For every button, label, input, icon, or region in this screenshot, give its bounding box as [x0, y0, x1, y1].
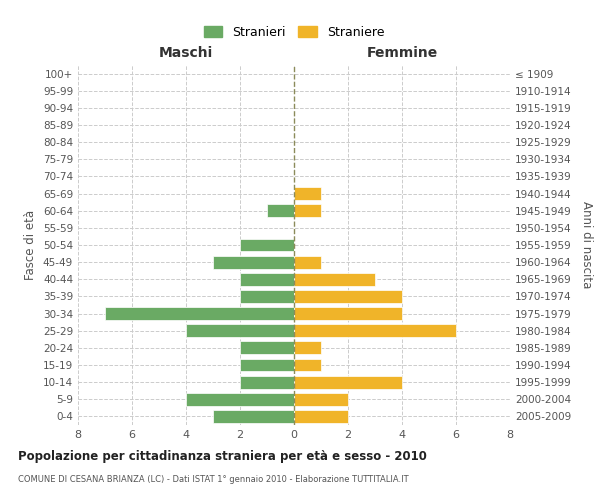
Text: Popolazione per cittadinanza straniera per età e sesso - 2010: Popolazione per cittadinanza straniera p… — [18, 450, 427, 463]
Bar — [294, 307, 402, 320]
Bar — [294, 342, 321, 354]
Text: Femmine: Femmine — [367, 46, 437, 60]
Bar — [240, 273, 294, 285]
Bar — [186, 324, 294, 337]
Y-axis label: Anni di nascita: Anni di nascita — [580, 202, 593, 288]
Bar — [294, 204, 321, 217]
Bar — [294, 376, 402, 388]
Bar — [240, 342, 294, 354]
Bar — [294, 187, 321, 200]
Bar — [240, 290, 294, 303]
Bar — [240, 358, 294, 372]
Bar — [186, 393, 294, 406]
Text: Maschi: Maschi — [159, 46, 213, 60]
Bar — [240, 376, 294, 388]
Bar — [240, 238, 294, 252]
Bar — [294, 393, 348, 406]
Text: COMUNE DI CESANA BRIANZA (LC) - Dati ISTAT 1° gennaio 2010 - Elaborazione TUTTIT: COMUNE DI CESANA BRIANZA (LC) - Dati IST… — [18, 475, 409, 484]
Bar — [294, 358, 321, 372]
Bar — [213, 410, 294, 423]
Bar — [294, 273, 375, 285]
Legend: Stranieri, Straniere: Stranieri, Straniere — [199, 21, 389, 44]
Bar — [213, 256, 294, 268]
Bar — [294, 256, 321, 268]
Bar — [294, 324, 456, 337]
Bar — [105, 307, 294, 320]
Y-axis label: Fasce di età: Fasce di età — [25, 210, 37, 280]
Bar — [294, 410, 348, 423]
Bar — [267, 204, 294, 217]
Bar — [294, 290, 402, 303]
